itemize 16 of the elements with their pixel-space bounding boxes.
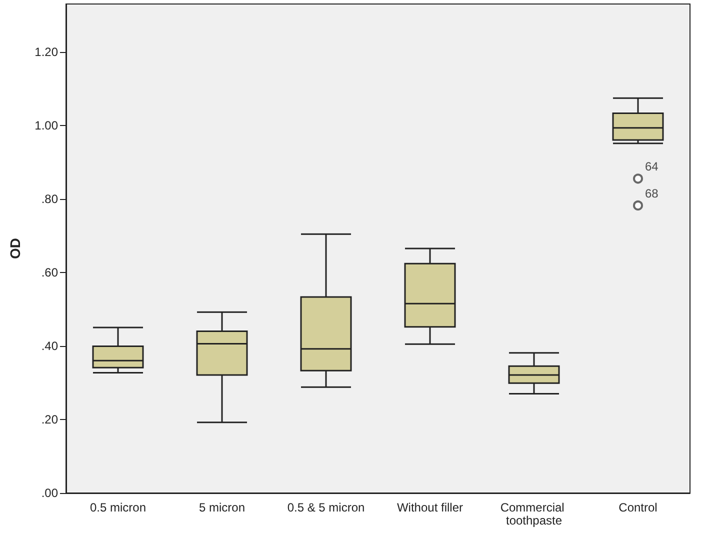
y-tick-label: .20	[41, 412, 58, 426]
y-tick-label: 1.00	[34, 118, 58, 132]
annotation: 64	[645, 160, 659, 174]
y-tick-label: .00	[41, 486, 58, 500]
y-tick-label: .80	[41, 192, 58, 206]
x-tick-label: 5 micron	[198, 500, 246, 514]
x-tick-label: Commercial toothpaste	[500, 500, 568, 528]
x-tick-label: 0.5 & 5 micron	[287, 500, 365, 514]
x-tick-label: Without filler	[396, 500, 464, 514]
x-tick-label: Control	[618, 500, 658, 514]
x-tick-label: 0.5 micron	[90, 500, 146, 514]
y-tick-label: .60	[41, 265, 58, 280]
y-axis-title: OD	[7, 238, 23, 259]
y-tick-label: 1.20	[34, 44, 58, 59]
y-tick-label: .40	[41, 338, 58, 353]
annotation: 68	[645, 186, 659, 200]
